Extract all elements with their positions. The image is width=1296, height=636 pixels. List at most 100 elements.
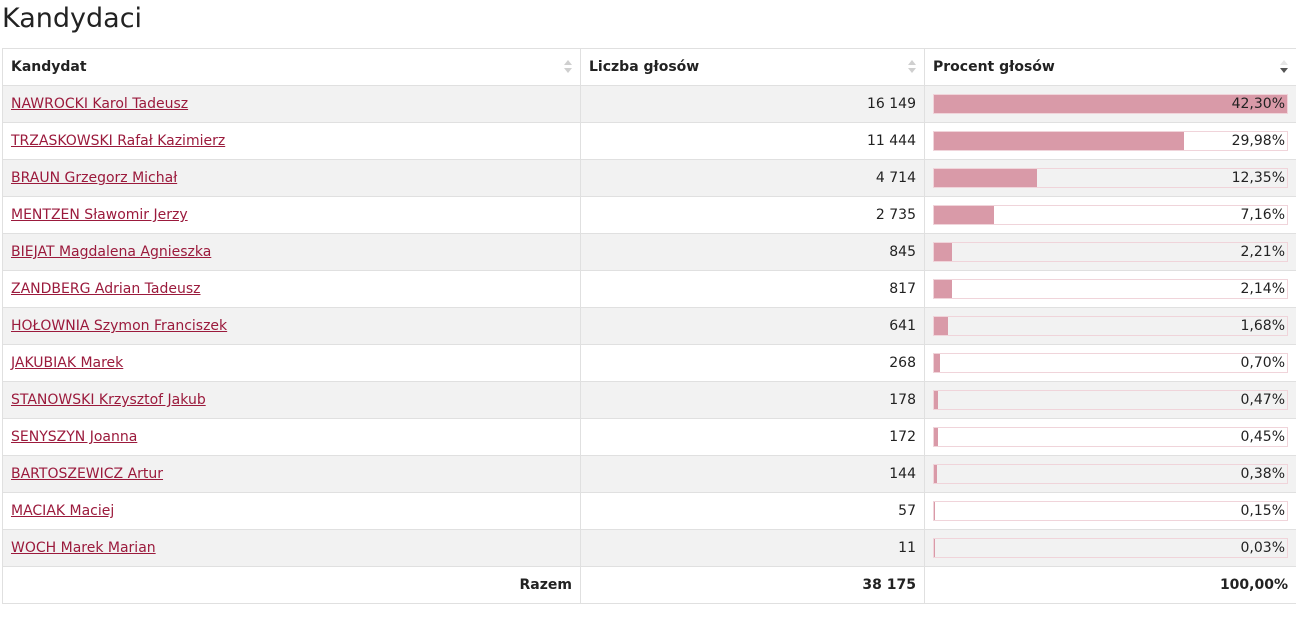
votes-cell: 16 149 xyxy=(580,85,925,123)
percent-label: 0,70% xyxy=(1240,355,1285,371)
column-header-percent[interactable]: Procent głosów xyxy=(924,48,1296,86)
candidate-cell: BIEJAT Magdalena Agnieszka xyxy=(2,233,581,271)
percent-bar-fill xyxy=(934,354,940,372)
candidate-link[interactable]: BRAUN Grzegorz Michał xyxy=(11,170,178,186)
percent-bar: 29,98% xyxy=(933,131,1288,151)
percent-bar-fill xyxy=(934,280,952,298)
percent-bar: 0,45% xyxy=(933,427,1288,447)
percent-bar-fill xyxy=(934,502,936,520)
candidate-cell: WOCH Marek Marian xyxy=(2,529,581,567)
votes-cell: 845 xyxy=(580,233,925,271)
percent-cell: 0,03% xyxy=(924,529,1296,567)
percent-label: 2,14% xyxy=(1240,281,1285,297)
sort-descending-icon xyxy=(1280,60,1288,74)
percent-cell: 29,98% xyxy=(924,122,1296,160)
candidate-link[interactable]: BARTOSZEWICZ Artur xyxy=(11,466,164,482)
percent-bar-fill xyxy=(934,317,948,335)
percent-label: 0,03% xyxy=(1240,540,1285,556)
candidate-link[interactable]: STANOWSKI Krzysztof Jakub xyxy=(11,392,206,408)
votes-cell: 11 xyxy=(580,529,925,567)
percent-bar-fill xyxy=(934,428,938,446)
percent-cell: 2,14% xyxy=(924,270,1296,308)
column-header-label: Procent głosów xyxy=(933,59,1055,75)
candidate-cell: SENYSZYN Joanna xyxy=(2,418,581,456)
percent-label: 0,45% xyxy=(1240,429,1285,445)
sort-icon xyxy=(564,60,572,74)
table-header-row: Kandydat Liczba głosów Procent głosów xyxy=(2,48,1296,86)
candidate-cell: BRAUN Grzegorz Michał xyxy=(2,159,581,197)
candidate-cell: MACIAK Maciej xyxy=(2,492,581,530)
candidate-link[interactable]: WOCH Marek Marian xyxy=(11,540,156,556)
percent-cell: 0,38% xyxy=(924,455,1296,493)
votes-cell: 11 444 xyxy=(580,122,925,160)
sort-icon xyxy=(908,60,916,74)
percent-bar-fill xyxy=(934,132,1185,150)
votes-cell: 641 xyxy=(580,307,925,345)
candidate-cell: ZANDBERG Adrian Tadeusz xyxy=(2,270,581,308)
percent-cell: 0,70% xyxy=(924,344,1296,382)
column-header-label: Liczba głosów xyxy=(589,59,700,75)
candidate-cell: STANOWSKI Krzysztof Jakub xyxy=(2,381,581,419)
percent-bar-fill xyxy=(934,391,938,409)
percent-label: 29,98% xyxy=(1231,133,1285,149)
percent-bar: 1,68% xyxy=(933,316,1288,336)
column-header-votes[interactable]: Liczba głosów xyxy=(580,48,925,86)
percent-bar: 42,30% xyxy=(933,94,1288,114)
percent-bar: 0,38% xyxy=(933,464,1288,484)
votes-cell: 144 xyxy=(580,455,925,493)
percent-label: 0,47% xyxy=(1240,392,1285,408)
table-row: WOCH Marek Marian 11 0,03% xyxy=(2,529,1296,567)
percent-bar: 0,03% xyxy=(933,538,1288,558)
percent-bar-fill xyxy=(934,169,1038,187)
candidate-cell: HOŁOWNIA Szymon Franciszek xyxy=(2,307,581,345)
table-row: BIEJAT Magdalena Agnieszka 845 2,21% xyxy=(2,233,1296,271)
table-row: BARTOSZEWICZ Artur 144 0,38% xyxy=(2,455,1296,493)
candidate-link[interactable]: SENYSZYN Joanna xyxy=(11,429,138,445)
votes-cell: 268 xyxy=(580,344,925,382)
percent-label: 42,30% xyxy=(1231,96,1285,112)
total-row: Razem 38 175 100,00% xyxy=(2,566,1296,604)
percent-cell: 0,47% xyxy=(924,381,1296,419)
percent-cell: 1,68% xyxy=(924,307,1296,345)
candidate-link[interactable]: HOŁOWNIA Szymon Franciszek xyxy=(11,318,228,334)
candidate-link[interactable]: ZANDBERG Adrian Tadeusz xyxy=(11,281,201,297)
percent-bar: 2,14% xyxy=(933,279,1288,299)
candidate-link[interactable]: MENTZEN Sławomir Jerzy xyxy=(11,207,188,223)
votes-cell: 4 714 xyxy=(580,159,925,197)
percent-bar: 12,35% xyxy=(933,168,1288,188)
candidates-table: Kandydat Liczba głosów Procent głosów NA… xyxy=(2,48,1296,604)
candidate-cell: TRZASKOWSKI Rafał Kazimierz xyxy=(2,122,581,160)
candidate-link[interactable]: BIEJAT Magdalena Agnieszka xyxy=(11,244,212,260)
table-row: MENTZEN Sławomir Jerzy 2 735 7,16% xyxy=(2,196,1296,234)
table-row: ZANDBERG Adrian Tadeusz 817 2,14% xyxy=(2,270,1296,308)
votes-cell: 178 xyxy=(580,381,925,419)
percent-cell: 0,15% xyxy=(924,492,1296,530)
candidate-link[interactable]: NAWROCKI Karol Tadeusz xyxy=(11,96,189,112)
percent-label: 7,16% xyxy=(1240,207,1285,223)
candidate-link[interactable]: MACIAK Maciej xyxy=(11,503,115,519)
percent-bar-fill xyxy=(934,206,994,224)
votes-cell: 172 xyxy=(580,418,925,456)
candidate-cell: BARTOSZEWICZ Artur xyxy=(2,455,581,493)
percent-label: 2,21% xyxy=(1240,244,1285,260)
percent-label: 12,35% xyxy=(1231,170,1285,186)
percent-bar: 0,70% xyxy=(933,353,1288,373)
page-title: Kandydaci xyxy=(2,3,143,34)
table-row: TRZASKOWSKI Rafał Kazimierz 11 444 29,98% xyxy=(2,122,1296,160)
votes-cell: 817 xyxy=(580,270,925,308)
total-percent: 100,00% xyxy=(924,566,1296,604)
candidate-link[interactable]: JAKUBIAK Marek xyxy=(11,355,124,371)
table-row: STANOWSKI Krzysztof Jakub 178 0,47% xyxy=(2,381,1296,419)
percent-bar-fill xyxy=(934,465,938,483)
percent-bar: 2,21% xyxy=(933,242,1288,262)
percent-cell: 42,30% xyxy=(924,85,1296,123)
percent-cell: 2,21% xyxy=(924,233,1296,271)
candidate-link[interactable]: TRZASKOWSKI Rafał Kazimierz xyxy=(11,133,226,149)
column-header-candidate[interactable]: Kandydat xyxy=(2,48,581,86)
candidate-cell: MENTZEN Sławomir Jerzy xyxy=(2,196,581,234)
table-row: JAKUBIAK Marek 268 0,70% xyxy=(2,344,1296,382)
percent-cell: 7,16% xyxy=(924,196,1296,234)
votes-cell: 2 735 xyxy=(580,196,925,234)
percent-label: 0,38% xyxy=(1240,466,1285,482)
percent-bar: 0,15% xyxy=(933,501,1288,521)
